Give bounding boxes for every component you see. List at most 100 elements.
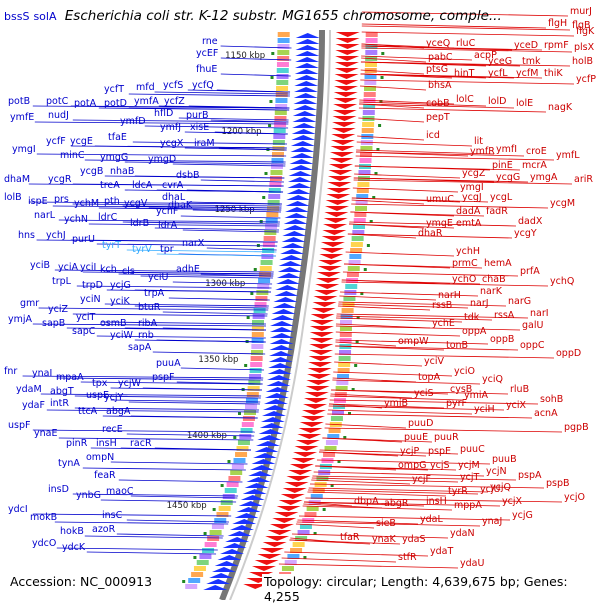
forward-gene-label[interactable]: tynA bbox=[58, 458, 80, 469]
reverse-gene-label[interactable]: cysB bbox=[450, 384, 472, 395]
reverse-gene-arrow[interactable] bbox=[326, 194, 351, 199]
forward-gene-label[interactable]: ycgR bbox=[48, 174, 72, 185]
reverse-gene-arrow[interactable] bbox=[328, 170, 353, 175]
forward-gene-arrow[interactable] bbox=[278, 261, 303, 266]
forward-gene-arrow[interactable] bbox=[268, 357, 293, 362]
reverse-gene-label[interactable]: puuD bbox=[408, 418, 433, 429]
reverse-gene-arrow[interactable] bbox=[295, 440, 320, 445]
forward-gene-label[interactable]: ycfZ bbox=[164, 96, 185, 107]
forward-gene-arrow[interactable] bbox=[272, 303, 297, 308]
reverse-gene-arrow[interactable] bbox=[320, 242, 345, 247]
reverse-gene-label[interactable]: pspB bbox=[546, 478, 570, 489]
reverse-gene-arrow[interactable] bbox=[276, 506, 301, 511]
forward-gene-label[interactable]: treA bbox=[100, 180, 120, 191]
reverse-gene-label[interactable]: ymfL bbox=[556, 150, 580, 161]
forward-gene-arrow[interactable] bbox=[293, 93, 318, 98]
reverse-gene-arrow[interactable] bbox=[274, 512, 299, 517]
reverse-gene-label[interactable]: ycgY bbox=[514, 228, 537, 239]
reverse-gene-arrow[interactable] bbox=[333, 92, 358, 97]
forward-gene-arrow[interactable] bbox=[248, 471, 273, 476]
reverse-gene-arrow[interactable] bbox=[335, 50, 360, 55]
forward-gene-label[interactable]: fnr bbox=[4, 366, 17, 377]
forward-gene-label[interactable]: ycfQ bbox=[192, 80, 214, 91]
reverse-gene-label[interactable]: lolE bbox=[516, 98, 533, 109]
reverse-gene-arrow[interactable] bbox=[329, 164, 354, 169]
forward-gene-arrow[interactable] bbox=[286, 195, 311, 200]
forward-gene-arrow[interactable] bbox=[271, 309, 296, 314]
forward-gene-label[interactable]: ynbG bbox=[76, 490, 101, 501]
reverse-gene-label[interactable]: puuB bbox=[492, 454, 517, 465]
reverse-gene-label[interactable]: ycgL bbox=[490, 192, 513, 203]
reverse-gene-label[interactable]: stfR bbox=[398, 552, 417, 563]
forward-gene-label[interactable]: insC bbox=[102, 510, 123, 521]
forward-gene-label[interactable]: yciZ bbox=[48, 304, 68, 315]
reverse-gene-label[interactable]: mppA bbox=[454, 500, 482, 511]
reverse-gene-label[interactable]: ymfI bbox=[496, 144, 517, 155]
reverse-gene-arrow[interactable] bbox=[286, 476, 311, 481]
reverse-gene-label[interactable]: ycjX bbox=[502, 496, 522, 507]
reverse-gene-label[interactable]: dbpA bbox=[354, 496, 379, 507]
forward-gene-arrow[interactable] bbox=[269, 333, 294, 338]
reverse-gene-label[interactable]: croE bbox=[526, 146, 547, 157]
reverse-gene-arrow[interactable] bbox=[307, 368, 332, 373]
reverse-gene-arrow[interactable] bbox=[329, 152, 354, 157]
forward-gene-label[interactable]: ydcI bbox=[8, 504, 28, 515]
reverse-gene-arrow[interactable] bbox=[330, 140, 355, 145]
forward-gene-label[interactable]: ydcK bbox=[62, 542, 86, 553]
reverse-gene-label[interactable]: tyrR bbox=[448, 486, 468, 497]
forward-gene-arrow[interactable] bbox=[211, 567, 236, 572]
reverse-gene-arrow[interactable] bbox=[324, 212, 349, 217]
forward-gene-label[interactable]: azoR bbox=[92, 524, 116, 535]
reverse-gene-arrow[interactable] bbox=[262, 542, 287, 547]
forward-gene-label[interactable]: yciT bbox=[76, 312, 95, 323]
reverse-gene-label[interactable]: pyrF bbox=[446, 398, 467, 409]
reverse-gene-label[interactable]: oppD bbox=[556, 348, 581, 359]
reverse-gene-arrow[interactable] bbox=[309, 326, 334, 331]
reverse-gene-arrow[interactable] bbox=[334, 62, 359, 67]
reverse-gene-label[interactable]: pgpB bbox=[564, 422, 589, 433]
reverse-gene-label[interactable]: ycjT bbox=[460, 472, 479, 483]
forward-gene-label[interactable]: pspF bbox=[152, 372, 174, 383]
reverse-gene-label[interactable]: ycgG bbox=[496, 172, 520, 183]
forward-gene-arrow[interactable] bbox=[283, 219, 308, 224]
forward-gene-label[interactable]: osmB bbox=[100, 318, 127, 329]
reverse-gene-arrow[interactable] bbox=[278, 500, 303, 505]
reverse-gene-arrow[interactable] bbox=[326, 188, 351, 193]
reverse-gene-arrow[interactable] bbox=[310, 314, 335, 319]
forward-gene-arrow[interactable] bbox=[275, 285, 300, 290]
reverse-gene-label[interactable]: rpmF bbox=[544, 40, 569, 51]
forward-gene-label[interactable]: abgA bbox=[106, 406, 131, 417]
reverse-gene-label[interactable]: ariR bbox=[574, 174, 593, 185]
reverse-gene-arrow[interactable] bbox=[318, 260, 343, 265]
reverse-gene-label[interactable]: narI bbox=[530, 308, 549, 319]
forward-gene-label[interactable]: ydaM bbox=[16, 384, 42, 395]
forward-gene-arrow[interactable] bbox=[276, 273, 301, 278]
forward-gene-label[interactable]: feaR bbox=[94, 470, 116, 481]
forward-gene-arrow[interactable] bbox=[289, 153, 314, 158]
forward-gene-label[interactable]: ldrA bbox=[158, 220, 178, 231]
forward-gene-arrow[interactable] bbox=[285, 201, 310, 206]
forward-gene-arrow[interactable] bbox=[289, 165, 314, 170]
reverse-gene-arrow[interactable] bbox=[251, 566, 276, 571]
forward-gene-label[interactable]: ycfS bbox=[163, 80, 183, 91]
forward-gene-arrow[interactable] bbox=[294, 87, 319, 92]
forward-gene-arrow[interactable] bbox=[254, 447, 279, 452]
reverse-gene-label[interactable]: ydaT bbox=[430, 546, 453, 557]
reverse-gene-label[interactable]: yciV bbox=[424, 356, 444, 367]
forward-gene-label[interactable]: ymfJ bbox=[160, 122, 181, 133]
reverse-gene-label[interactable]: narH bbox=[438, 290, 461, 301]
forward-gene-label[interactable]: xisE bbox=[190, 122, 209, 133]
reverse-gene-arrow[interactable] bbox=[331, 134, 356, 139]
reverse-gene-label[interactable]: ycjS bbox=[430, 460, 450, 471]
forward-gene-arrow[interactable] bbox=[291, 135, 316, 140]
reverse-gene-arrow[interactable] bbox=[334, 74, 359, 79]
reverse-gene-label[interactable]: ycjU bbox=[480, 484, 500, 495]
forward-gene-label[interactable]: fhuE bbox=[196, 64, 217, 75]
forward-gene-arrow[interactable] bbox=[220, 549, 245, 554]
forward-gene-label[interactable]: adhE bbox=[176, 264, 200, 275]
forward-gene-label[interactable]: ymfA bbox=[134, 96, 159, 107]
reverse-gene-arrow[interactable] bbox=[319, 254, 344, 259]
forward-gene-arrow[interactable] bbox=[294, 75, 319, 80]
forward-gene-label[interactable]: trpL bbox=[52, 276, 72, 287]
reverse-gene-label[interactable]: ychH bbox=[456, 246, 480, 257]
